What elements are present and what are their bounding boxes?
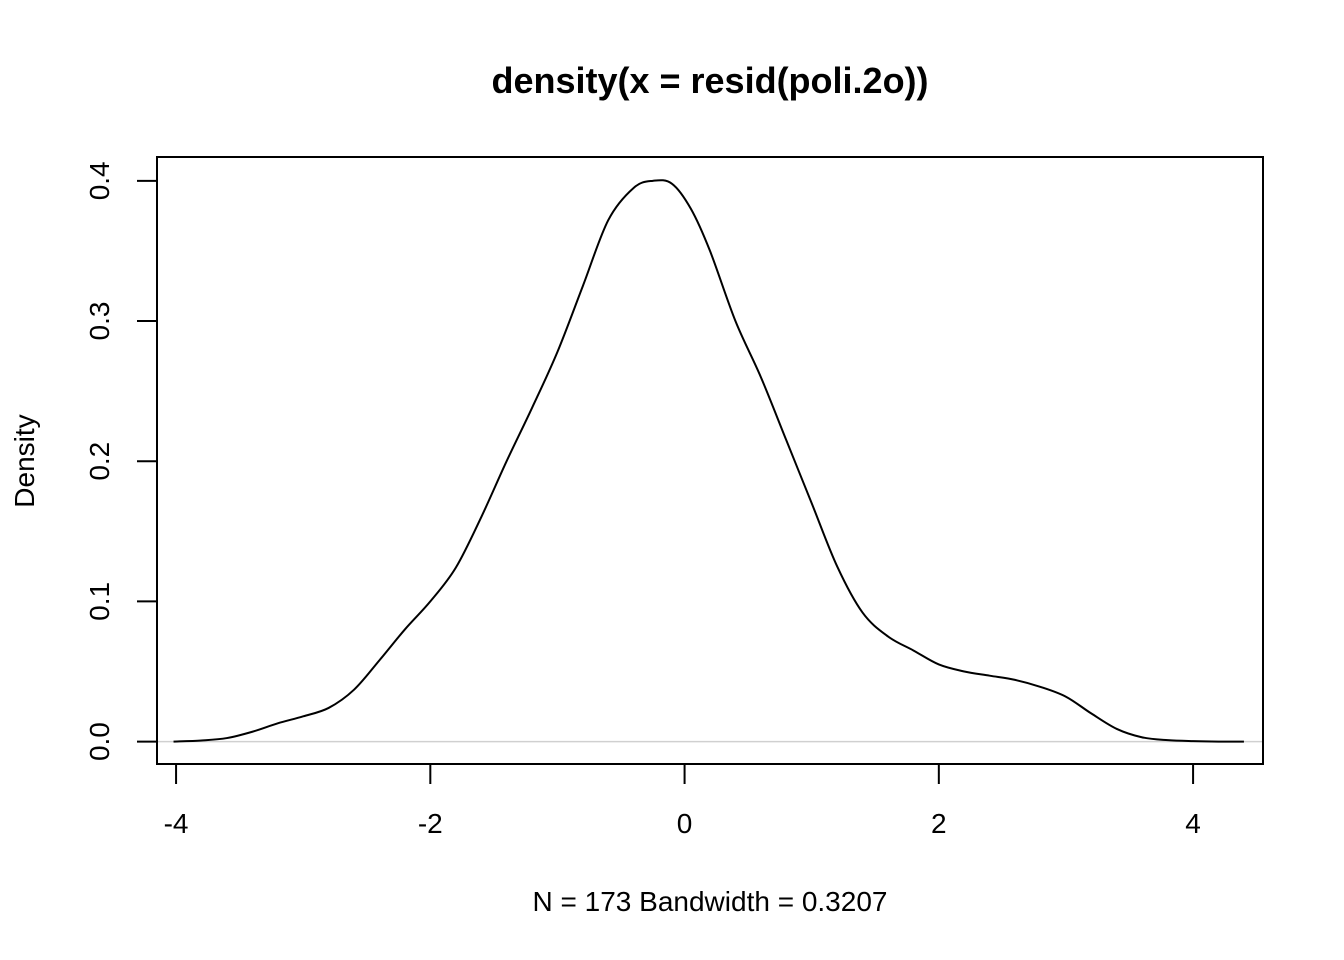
x-tick-label: 0 [677, 808, 693, 839]
x-tick-label: 4 [1185, 808, 1201, 839]
x-tick-label: -4 [164, 808, 189, 839]
y-axis: 0.0 0.1 0.2 0.3 0.4 [84, 161, 158, 761]
y-axis-label: Density [9, 414, 40, 507]
y-tick-label: 0.4 [84, 161, 115, 200]
density-curve [173, 179, 1244, 743]
chart-title: density(x = resid(poli.2o)) [491, 60, 928, 101]
plot-frame [156, 156, 1264, 765]
x-tick-label: -2 [418, 808, 443, 839]
x-tick-label: 2 [931, 808, 947, 839]
y-tick-label: 0.0 [84, 722, 115, 761]
x-axis-label: N = 173 Bandwidth = 0.3207 [533, 886, 888, 917]
y-tick-label: 0.1 [84, 582, 115, 621]
y-tick-label: 0.3 [84, 302, 115, 341]
x-axis: -4 -2 0 2 4 [164, 763, 1201, 839]
y-tick-label: 0.2 [84, 442, 115, 481]
